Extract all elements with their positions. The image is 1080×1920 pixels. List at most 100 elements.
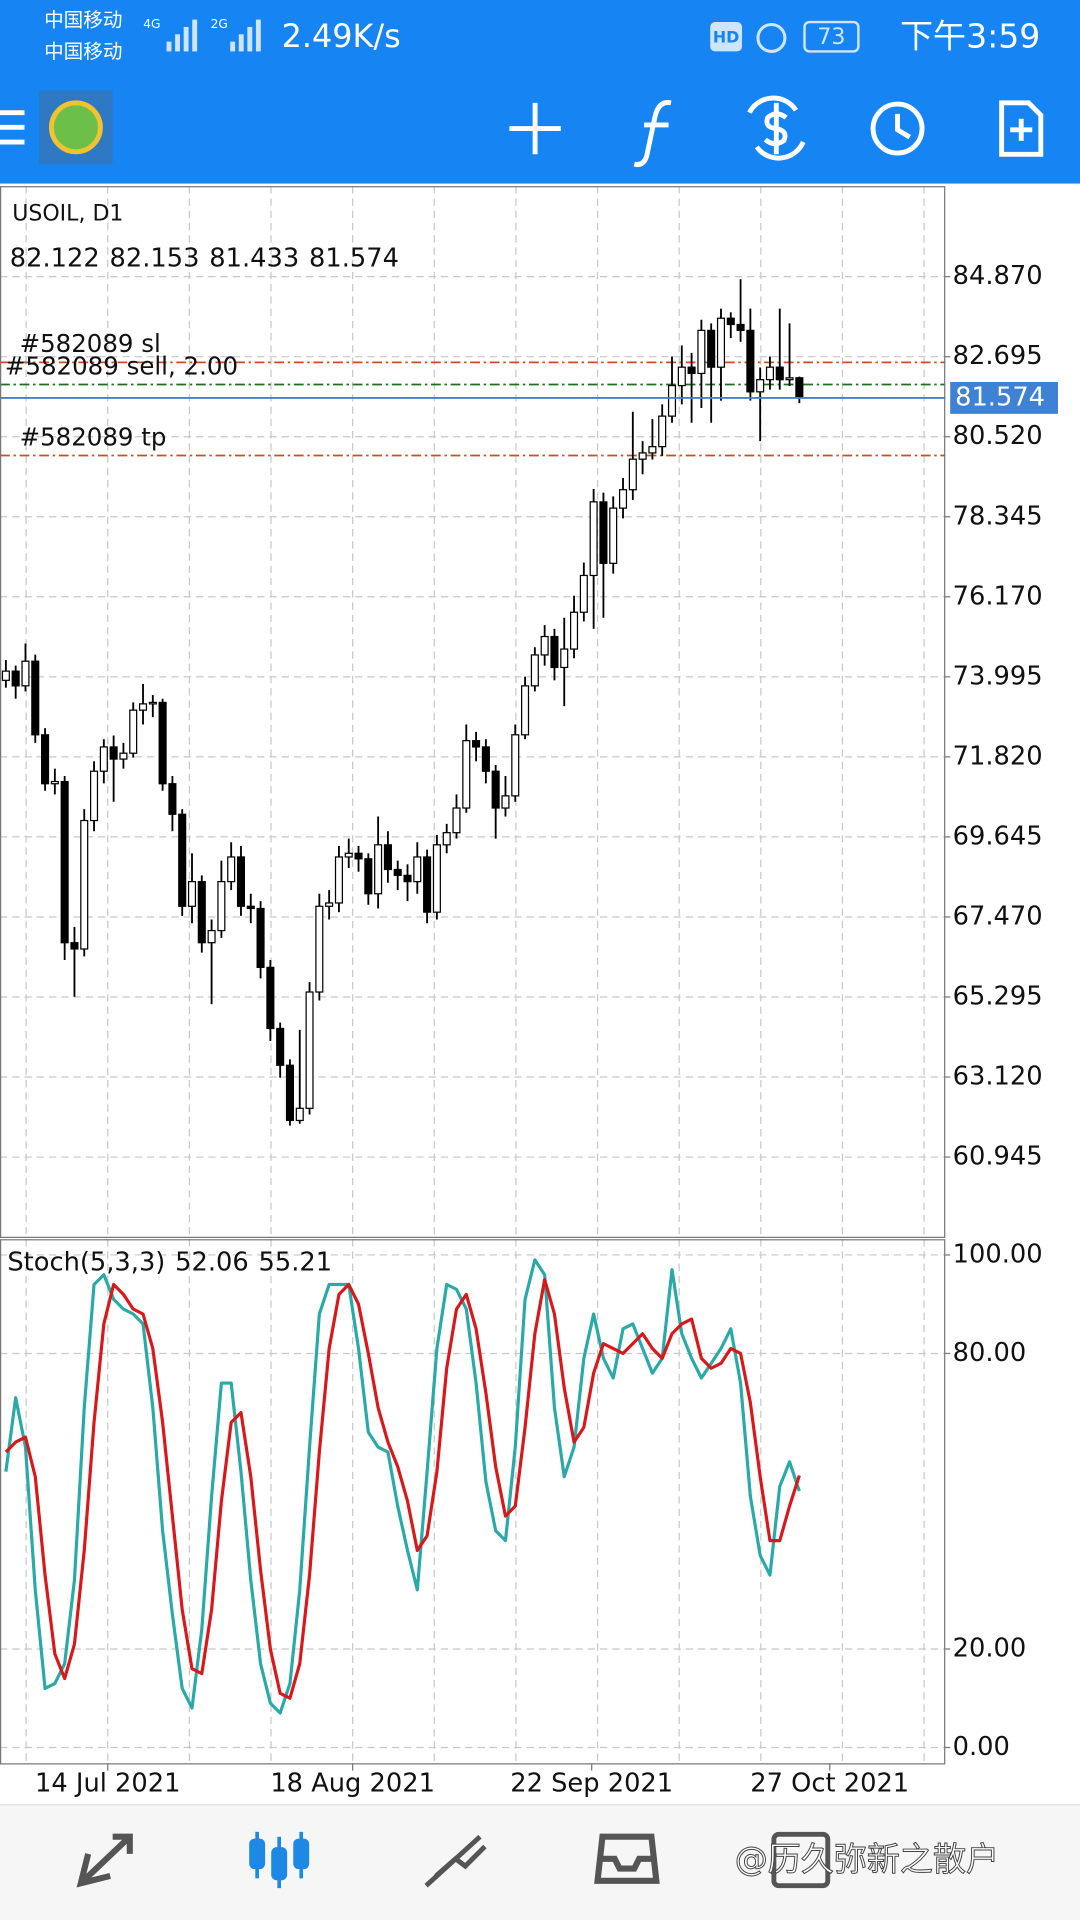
bid-price-box: [950, 382, 1058, 414]
bid-price: 81.574: [955, 382, 1045, 412]
chart-title: USOIL, D1: [12, 201, 123, 226]
candle-body: [276, 1027, 285, 1066]
candle-body: [432, 844, 441, 913]
crosshair-button[interactable]: [509, 102, 561, 155]
candle-body: [393, 868, 402, 876]
ohlc-header: 82.122 82.153 81.433 81.574: [10, 243, 399, 273]
candle-body: [628, 458, 637, 491]
network: 2G: [211, 17, 228, 31]
indicator-title: Stoch(5,3,3) 52.06 55.21: [7, 1247, 332, 1277]
candle-body: [472, 740, 481, 748]
candle-body: [677, 366, 686, 387]
period-button[interactable]: [870, 101, 925, 156]
candle-body: [70, 942, 79, 950]
y-tick-label: 65.295: [953, 981, 1043, 1011]
candle-body: [344, 852, 353, 858]
candle-body: [667, 384, 677, 417]
candle-body: [746, 329, 755, 393]
candle-body: [589, 501, 598, 577]
indicator-name: Stoch(5,3,3): [7, 1247, 165, 1277]
candle-body: [325, 902, 334, 907]
y-tick-label: 80.520: [953, 421, 1043, 451]
candle-body: [658, 415, 667, 448]
candle-body: [187, 881, 197, 907]
candle-body: [756, 379, 765, 393]
candle-body: [413, 856, 422, 883]
candle-body: [638, 452, 647, 460]
candle-body: [129, 709, 138, 754]
y-tick-label: 67.470: [953, 901, 1043, 931]
candle-body: [315, 905, 324, 993]
stoch-frame: [0, 1239, 946, 1765]
candle-body: [560, 648, 569, 669]
hd-label: HD: [713, 27, 740, 46]
candle-body: [60, 780, 69, 944]
signal-icon: [166, 19, 261, 52]
network: 4G: [143, 17, 160, 31]
carrier: 中国移动: [44, 40, 122, 63]
candle-body: [99, 746, 108, 772]
y-tick-label: 20.00: [953, 1633, 1027, 1663]
indicator-value: 55.21: [259, 1247, 333, 1277]
candle-body: [305, 991, 314, 1109]
candle-body: [207, 929, 216, 944]
chart-tab[interactable]: [249, 1831, 310, 1889]
indicators-button[interactable]: [633, 100, 672, 167]
ohlc-high: 82.153: [110, 243, 200, 273]
candle-body: [716, 317, 726, 368]
carrier: 中国移动: [44, 8, 122, 31]
candle-body: [736, 323, 745, 331]
x-tick-label: 22 Sep 2021: [510, 1769, 673, 1799]
ohlc-low: 81.433: [209, 243, 299, 273]
x-tick-label: 14 Jul 2021: [35, 1769, 180, 1799]
messages-tab[interactable]: [771, 1831, 831, 1889]
trade-tab[interactable]: [424, 1834, 487, 1888]
candle-body: [1, 670, 10, 681]
y-tick-label: 76.170: [953, 581, 1043, 611]
candle-body: [697, 329, 706, 375]
y-tick-label: 84.870: [953, 261, 1043, 291]
candle-body: [599, 501, 608, 564]
net-speed: 2.49K/s: [282, 17, 401, 55]
charts: 14 Jul 2021 18 Aug 2021 22 Sep 2021 27 Oct …: [0, 186, 1058, 1799]
candle-body: [687, 366, 696, 375]
candle-body: [285, 1064, 294, 1122]
battery-icon: [803, 20, 860, 53]
ohlc-open: 82.122: [10, 243, 100, 273]
candle-body: [374, 844, 383, 895]
menu-button[interactable]: [0, 110, 25, 145]
y-tick-label: 100.00: [953, 1239, 1043, 1269]
candle-body: [168, 783, 177, 815]
candle-body: [383, 844, 392, 871]
candle-body: [364, 858, 373, 895]
candle-body: [481, 746, 490, 772]
quotes-tab[interactable]: [76, 1833, 133, 1888]
new-order-button[interactable]: [999, 100, 1044, 157]
candle-body: [119, 752, 128, 760]
candle-body: [354, 852, 363, 860]
app-logo-mark: [48, 100, 103, 155]
trade-button[interactable]: [747, 95, 806, 161]
candle-body: [540, 635, 549, 656]
candle-body: [227, 856, 236, 883]
bottom-nav: [0, 1804, 1080, 1920]
candle-body: [442, 832, 451, 846]
candle-body: [491, 770, 500, 809]
candle-body: [501, 795, 510, 809]
candle-body: [648, 446, 657, 454]
candle-body: [90, 770, 99, 822]
y-tick-label: 69.645: [953, 821, 1043, 851]
candle-body: [530, 654, 539, 687]
hd-badge: [710, 22, 743, 52]
candle-body: [148, 701, 157, 705]
history-tab[interactable]: [594, 1833, 660, 1884]
candle-body: [618, 489, 628, 509]
candle-body: [178, 813, 187, 907]
candle-body: [295, 1107, 304, 1122]
candle-body: [256, 907, 265, 968]
candle-body: [138, 703, 148, 711]
candle-body: [11, 670, 20, 687]
stoch-line: [4, 1258, 801, 1715]
